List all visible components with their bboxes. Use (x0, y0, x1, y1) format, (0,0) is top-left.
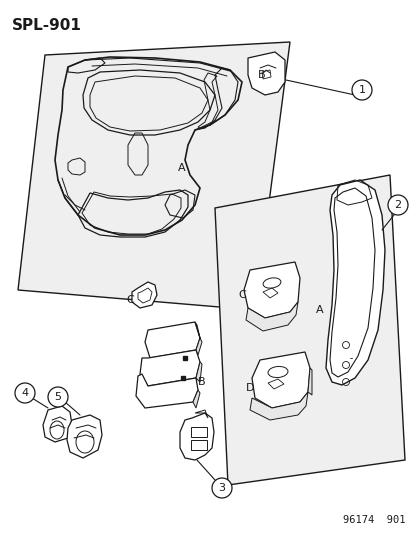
Text: C: C (126, 295, 133, 305)
Circle shape (48, 387, 68, 407)
Text: B: B (258, 70, 265, 80)
Polygon shape (180, 413, 214, 460)
Polygon shape (18, 42, 289, 310)
Text: 1: 1 (358, 85, 365, 95)
Polygon shape (145, 322, 199, 358)
Polygon shape (249, 392, 307, 420)
Circle shape (211, 478, 231, 498)
Text: A: A (316, 305, 323, 315)
Circle shape (351, 80, 371, 100)
Text: 3: 3 (218, 483, 225, 493)
Text: 4: 4 (21, 388, 28, 398)
Text: D: D (245, 383, 254, 393)
Polygon shape (67, 415, 102, 458)
Polygon shape (132, 282, 157, 308)
Polygon shape (43, 406, 72, 442)
Bar (190, 427, 206, 437)
Polygon shape (136, 374, 197, 408)
Polygon shape (140, 350, 199, 386)
Text: C: C (237, 290, 245, 300)
Text: 5: 5 (55, 392, 62, 402)
Polygon shape (252, 352, 309, 408)
Polygon shape (195, 362, 202, 382)
Circle shape (387, 195, 407, 215)
Polygon shape (325, 180, 384, 385)
Text: 96174  901: 96174 901 (343, 515, 405, 525)
Polygon shape (195, 322, 202, 355)
Bar (190, 440, 206, 450)
Circle shape (15, 383, 35, 403)
Text: SPL-901: SPL-901 (12, 18, 82, 33)
Polygon shape (247, 52, 284, 95)
Polygon shape (307, 368, 311, 395)
Polygon shape (192, 390, 199, 408)
Text: 2: 2 (394, 200, 401, 210)
Text: B: B (198, 377, 205, 387)
Polygon shape (245, 302, 297, 331)
Polygon shape (214, 175, 404, 485)
Text: A: A (178, 163, 185, 173)
Polygon shape (243, 262, 299, 318)
